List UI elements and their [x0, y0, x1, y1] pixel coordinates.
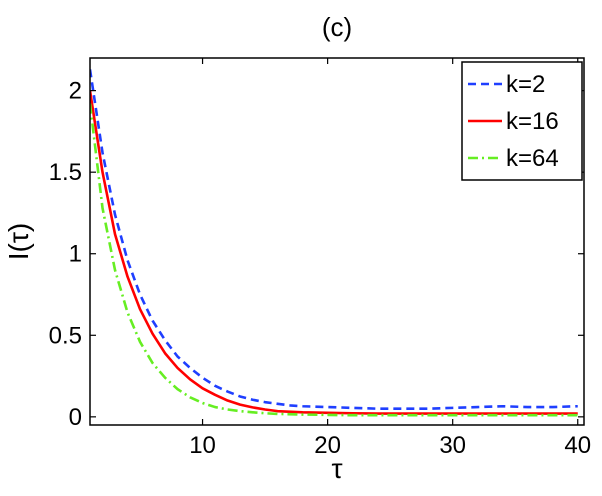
- x-tick-label: 10: [189, 432, 216, 459]
- legend-label: k=16: [506, 108, 559, 135]
- x-tick-label: 20: [314, 432, 341, 459]
- chart-title: (c): [322, 12, 352, 42]
- x-tick-label: 40: [564, 432, 591, 459]
- y-tick-label: 0.5: [49, 322, 82, 349]
- x-axis-label: τ: [331, 453, 342, 484]
- axes-frame: [89, 57, 585, 426]
- y-axis-label: I(τ): [3, 223, 34, 261]
- series-line-k-16: [90, 90, 578, 415]
- legend-label: k=64: [506, 145, 559, 172]
- legend: k=2 k=16 k=64: [461, 61, 583, 181]
- axes-layer: [89, 57, 585, 426]
- series-layer: [90, 69, 578, 417]
- y-tick-label: 1: [69, 241, 82, 268]
- x-tick-label: 30: [439, 432, 466, 459]
- y-tick-label: 2: [69, 78, 82, 105]
- legend-label: k=2: [506, 71, 545, 98]
- y-tick-label: 0: [69, 404, 82, 431]
- series-line-k-2: [90, 69, 578, 410]
- labels-layer: (c) τ I(τ): [3, 12, 352, 484]
- ticks-layer: 10 20 30 40 0 0.5 1 1.5 2: [49, 58, 591, 459]
- y-tick-label: 1.5: [49, 159, 82, 186]
